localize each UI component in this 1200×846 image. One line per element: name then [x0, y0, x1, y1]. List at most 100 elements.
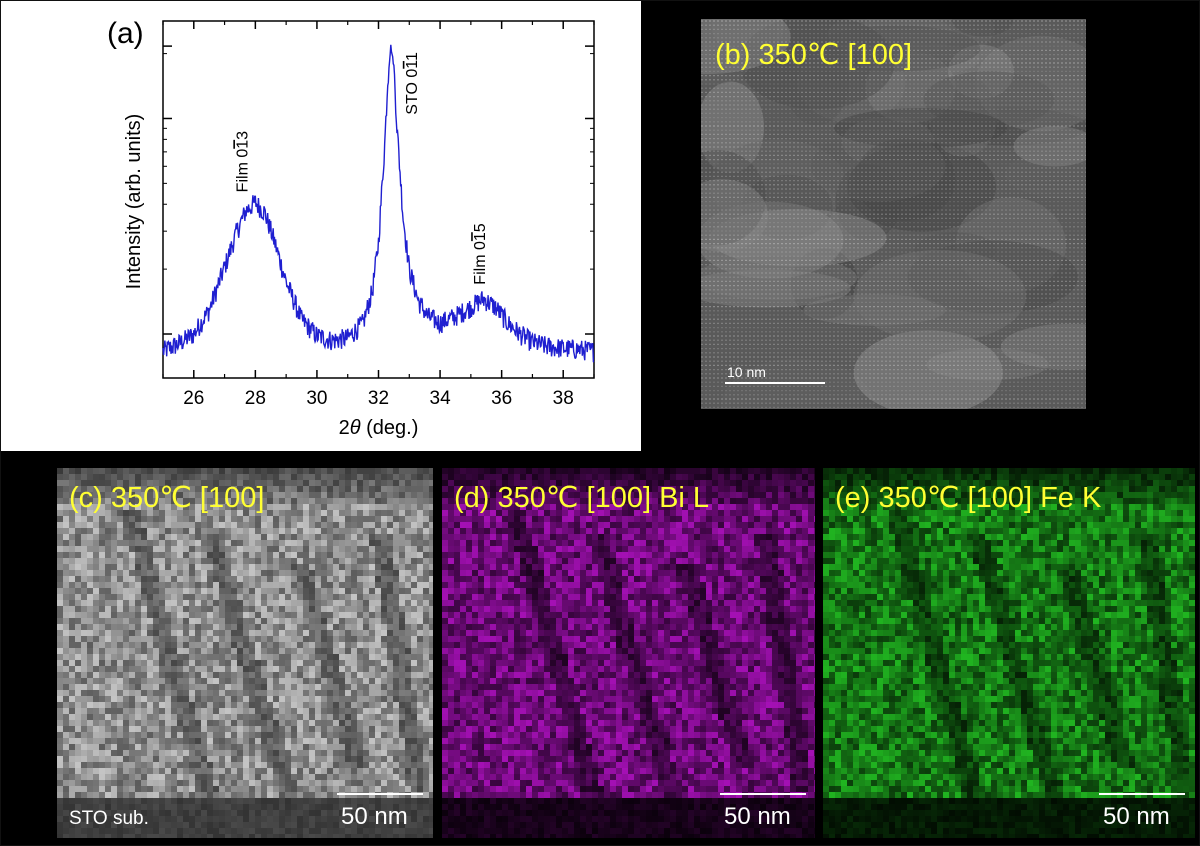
bi-pixel [742, 510, 748, 516]
haadf-pixel [219, 534, 225, 540]
bi-pixel [478, 540, 484, 546]
haadf-pixel [345, 768, 351, 774]
haadf-pixel [195, 816, 201, 822]
haadf-pixel [267, 474, 273, 480]
haadf-pixel [369, 804, 375, 810]
haadf-pixel [303, 696, 309, 702]
haadf-pixel [387, 546, 393, 552]
bi-pixel [460, 468, 466, 474]
haadf-pixel [261, 510, 267, 516]
haadf-pixel [291, 828, 297, 834]
haadf-pixel [69, 714, 75, 720]
haadf-pixel [171, 720, 177, 726]
haadf-pixel [429, 552, 433, 558]
haadf-pixel [351, 702, 357, 708]
haadf-pixel [261, 780, 267, 786]
haadf-pixel [411, 828, 417, 834]
haadf-pixel [249, 594, 255, 600]
bi-pixel [472, 510, 478, 516]
haadf-pixel [147, 600, 153, 606]
haadf-pixel [273, 762, 279, 768]
haadf-pixel [117, 492, 123, 498]
haadf-pixel [141, 684, 147, 690]
haadf-pixel [219, 486, 225, 492]
haadf-pixel [135, 744, 141, 750]
bi-pixel [634, 498, 640, 504]
haadf-pixel [99, 792, 105, 798]
haadf-pixel [87, 774, 93, 780]
haadf-pixel [369, 780, 375, 786]
haadf-pixel [195, 672, 201, 678]
haadf-pixel [339, 474, 345, 480]
haadf-pixel [183, 672, 189, 678]
haadf-pixel [237, 534, 243, 540]
haadf-pixel [69, 576, 75, 582]
bi-pixel [526, 468, 532, 474]
haadf-pixel [231, 564, 237, 570]
haadf-pixel [309, 678, 315, 684]
bi-pixel [532, 540, 538, 546]
bi-pixel [442, 540, 448, 546]
haadf-pixel [267, 672, 273, 678]
haadf-pixel [201, 480, 207, 486]
haadf-pixel [129, 648, 135, 654]
haadf-pixel [159, 708, 165, 714]
haadf-pixel [63, 756, 69, 762]
bi-pixel [448, 492, 454, 498]
haadf-pixel [69, 732, 75, 738]
haadf-pixel [165, 666, 171, 672]
haadf-pixel [171, 798, 177, 804]
bi-pixel [538, 510, 544, 516]
haadf-pixel [315, 498, 321, 504]
bi-pixel [622, 504, 628, 510]
haadf-pixel [345, 498, 351, 504]
haadf-pixel [111, 768, 117, 774]
haadf-pixel [363, 708, 369, 714]
bi-pixel [628, 540, 634, 546]
haadf-pixel [399, 834, 405, 838]
bi-pixel [628, 510, 634, 516]
bi-pixel [784, 468, 790, 474]
haadf-pixel [63, 636, 69, 642]
haadf-pixel [369, 744, 375, 750]
contrast-blob [863, 19, 995, 62]
haadf-pixel [297, 744, 303, 750]
haadf-pixel [111, 798, 117, 804]
haadf-pixel [321, 630, 327, 636]
bi-pixel [472, 534, 478, 540]
haadf-pixel [273, 780, 279, 786]
haadf-pixel [429, 792, 433, 798]
haadf-pixel [153, 570, 159, 576]
bi-pixel [544, 528, 550, 534]
haadf-pixel [171, 468, 177, 474]
haadf-pixel [123, 684, 129, 690]
haadf-pixel [75, 804, 81, 810]
haadf-pixel [63, 498, 69, 504]
haadf-pixel [141, 702, 147, 708]
haadf-pixel [399, 498, 405, 504]
haadf-pixel [327, 696, 333, 702]
haadf-pixel [417, 570, 423, 576]
haadf-pixel [393, 492, 399, 498]
haadf-pixel [333, 468, 339, 474]
haadf-pixel [159, 594, 165, 600]
haadf-pixel [177, 690, 183, 696]
haadf-pixel [93, 666, 99, 672]
haadf-pixel [285, 690, 291, 696]
haadf-pixel [345, 726, 351, 732]
haadf-pixel [393, 666, 399, 672]
haadf-pixel [69, 594, 75, 600]
haadf-pixel [117, 678, 123, 684]
haadf-pixel [129, 666, 135, 672]
haadf-pixel [315, 726, 321, 732]
bi-pixel [598, 492, 604, 498]
haadf-pixel [99, 666, 105, 672]
haadf-pixel [153, 474, 159, 480]
haadf-pixel [141, 828, 147, 834]
haadf-pixel [339, 498, 345, 504]
bi-pixel [676, 498, 682, 504]
bi-pixel [586, 534, 592, 540]
haadf-pixel [171, 810, 177, 816]
haadf-pixel [369, 468, 375, 474]
haadf-pixel [261, 582, 267, 588]
